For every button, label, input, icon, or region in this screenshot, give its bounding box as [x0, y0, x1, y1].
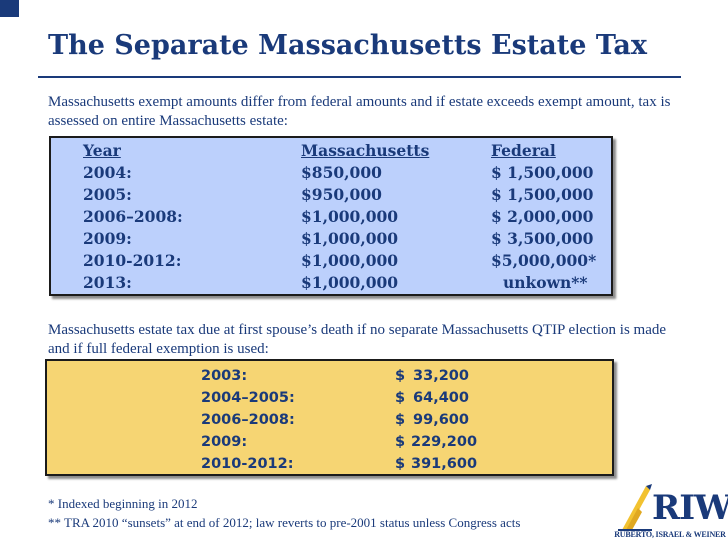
- footnote-sunset: ** TRA 2010 “sunsets” at end of 2012; la…: [48, 515, 521, 530]
- row-federal: $5,000,000*: [491, 251, 597, 270]
- table-row: 2004: $850,000 $ 1,500,000: [51, 162, 611, 184]
- row-federal: unkown**: [503, 273, 588, 292]
- table-row: 2013: $1,000,000 unkown**: [51, 272, 611, 294]
- table-row: 2003: $ 33,200: [47, 365, 612, 387]
- tax-currency: $: [395, 390, 406, 406]
- row-federal: $ 1,500,000: [491, 163, 594, 182]
- row-massachusetts: $850,000: [301, 163, 382, 182]
- title-divider: [38, 76, 681, 78]
- tax-currency: $: [395, 434, 406, 450]
- tax-amount: 33,200: [413, 368, 469, 384]
- tax-year: 2006–2008:: [201, 412, 295, 428]
- slide-title: The Separate Massachusetts Estate Tax: [48, 30, 647, 61]
- tax-amount: 229,200: [411, 434, 478, 450]
- row-year: 2006–2008:: [83, 207, 183, 226]
- row-federal: $ 1,500,000: [491, 185, 594, 204]
- table-row: 2006–2008: $ 99,600: [47, 409, 612, 431]
- tax-currency: $: [395, 456, 406, 472]
- footnotes: * Indexed beginning in 2012 ** TRA 2010 …: [48, 494, 608, 532]
- row-year: 2004:: [83, 163, 132, 182]
- tax-amount: 64,400: [413, 390, 469, 406]
- table-row: 2005: $950,000 $ 1,500,000: [51, 184, 611, 206]
- tax-year: 2004–2005:: [201, 390, 295, 406]
- intro-text: Massachusetts exempt amounts differ from…: [48, 94, 671, 129]
- table-row: 2004–2005: $ 64,400: [47, 387, 612, 409]
- row-massachusetts: $1,000,000: [301, 273, 399, 292]
- row-year: 2013:: [83, 273, 132, 292]
- row-federal: $ 2,000,000: [491, 207, 594, 226]
- table-row: 2010-2012: $ 391,600: [47, 453, 612, 475]
- logo-text: RIW: [652, 488, 728, 528]
- flame-pen-icon: [618, 484, 652, 531]
- header-massachusetts: Massachusetts: [301, 141, 430, 160]
- table-row: 2009: $ 229,200: [47, 431, 612, 453]
- table-row: 2010-2012: $1,000,000 $5,000,000*: [51, 250, 611, 272]
- tax-year: 2009:: [201, 434, 248, 450]
- row-year: 2009:: [83, 229, 132, 248]
- tax-amount: 99,600: [413, 412, 469, 428]
- footnote-indexed: * Indexed beginning in 2012: [48, 496, 198, 511]
- tax-year: 2010-2012:: [201, 456, 294, 472]
- corner-accent: [0, 0, 19, 17]
- estate-tax-table: 2003: $ 33,200 2004–2005: $ 64,400 2006–…: [45, 359, 614, 476]
- row-year: 2010-2012:: [83, 251, 182, 270]
- tax-currency: $: [395, 368, 406, 384]
- row-massachusetts: $950,000: [301, 185, 382, 204]
- row-year: 2005:: [83, 185, 132, 204]
- header-federal: Federal: [491, 141, 556, 160]
- row-massachusetts: $1,000,000: [301, 251, 399, 270]
- exemption-table-header: Year Massachusetts Federal: [51, 140, 611, 162]
- row-federal: $ 3,500,000: [491, 229, 594, 248]
- qtip-description: Massachusetts estate tax due at first sp…: [48, 322, 667, 357]
- header-year: Year: [83, 141, 121, 160]
- row-massachusetts: $1,000,000: [301, 207, 399, 226]
- firm-logo: RIW RUBERTO, ISRAEL & WEINER: [614, 478, 728, 544]
- table-row: 2006–2008: $1,000,000 $ 2,000,000: [51, 206, 611, 228]
- row-massachusetts: $1,000,000: [301, 229, 399, 248]
- tax-currency: $: [395, 412, 406, 428]
- tax-year: 2003:: [201, 368, 248, 384]
- logo-subtitle: RUBERTO, ISRAEL & WEINER: [614, 530, 726, 539]
- tax-amount: 391,600: [411, 456, 478, 472]
- exemption-table: Year Massachusetts Federal 2004: $850,00…: [49, 136, 613, 296]
- table-row: 2009: $1,000,000 $ 3,500,000: [51, 228, 611, 250]
